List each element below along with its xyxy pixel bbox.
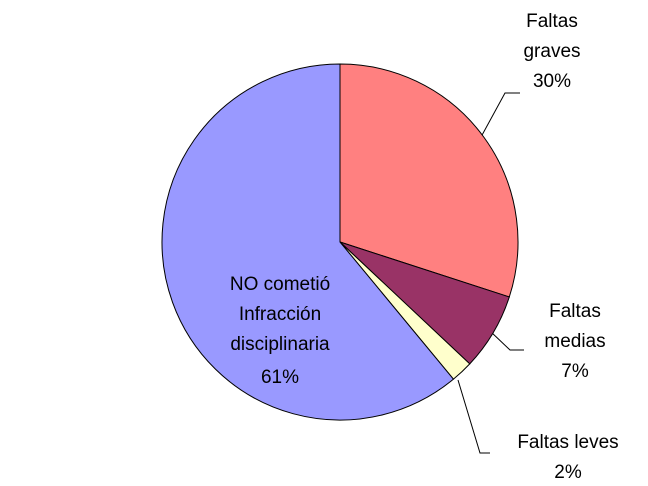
value-label: 2%: [554, 462, 582, 483]
leader-line: [457, 379, 490, 454]
slice-label: NO cometió: [230, 274, 330, 295]
slice-label: medias: [544, 331, 605, 352]
slice-label: graves: [523, 41, 580, 62]
leader-line: [480, 92, 520, 138]
slice-label: disciplinaria: [230, 334, 330, 355]
value-label: 7%: [561, 361, 589, 382]
slice-label: Faltas leves: [517, 432, 618, 453]
leader-line: [489, 330, 524, 351]
pie-slice: [161, 63, 455, 421]
pie-slice: [339, 63, 519, 298]
slice-label: Infracción: [239, 304, 321, 325]
slice-label: Faltas: [549, 301, 601, 322]
value-label: 30%: [533, 71, 571, 92]
value-label: 61%: [261, 367, 299, 388]
slice-label: Faltas: [526, 11, 578, 32]
